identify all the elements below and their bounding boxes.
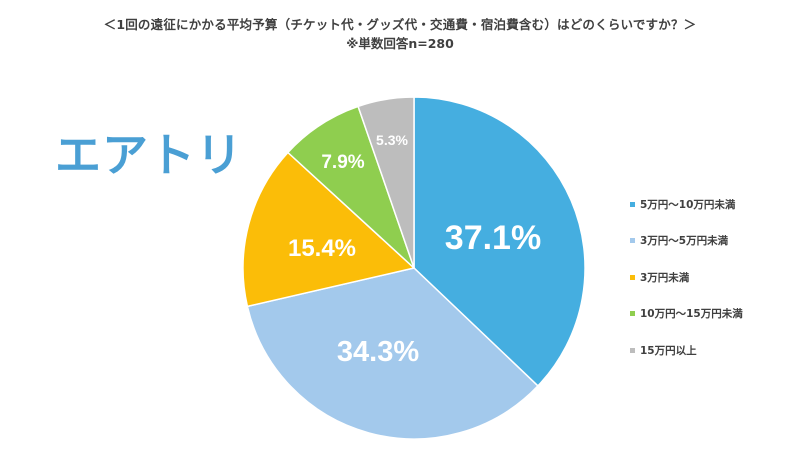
airtrip-logo: エアトリ	[55, 128, 243, 182]
legend-swatch	[630, 201, 635, 207]
legend-item-under-3man: 3万円未満	[630, 259, 743, 296]
slice-label-5-3: 5.3%	[376, 132, 408, 148]
legend-swatch	[630, 311, 635, 317]
pie-slice-5-10man	[413, 96, 586, 387]
slice-label-15-4: 15.4%	[288, 235, 356, 262]
legend-swatch	[630, 238, 635, 244]
chart-title: ＜1回の遠征にかかる平均予算（チケット代・グッズ代・交通費・宿泊費含む）はどのく…	[103, 17, 697, 32]
legend-label: 15万円以上	[640, 344, 697, 357]
legend-label: 10万円～15万円未満	[640, 308, 743, 321]
legend-label: 3万円未満	[640, 271, 690, 284]
legend-swatch	[630, 347, 635, 353]
legend-item-10-15man: 10万円～15万円未満	[630, 296, 743, 333]
chart-legend: 5万円～10万円未満 3万円～5万円未満 3万円未満 10万円～15万円未満 1…	[630, 186, 743, 369]
legend-label: 3万円～5万円未満	[640, 235, 729, 248]
slice-label-37-1: 37.1%	[445, 219, 541, 257]
chart-subtitle: ※単数回答n=280	[346, 36, 454, 51]
pie-slice-under-3man	[242, 151, 415, 308]
slice-label-7-9: 7.9%	[321, 152, 364, 173]
legend-item-15man-plus: 15万円以上	[630, 332, 743, 369]
legend-item-5-10man: 5万円～10万円未満	[630, 186, 743, 223]
legend-item-3-5man: 3万円～5万円未満	[630, 223, 743, 260]
slice-label-34-3: 34.3%	[337, 336, 419, 368]
legend-swatch	[630, 274, 635, 280]
pie-slice-3-5man	[246, 267, 539, 440]
legend-label: 5万円～10万円未満	[640, 198, 736, 211]
pie-slice-15man-plus	[357, 96, 415, 269]
